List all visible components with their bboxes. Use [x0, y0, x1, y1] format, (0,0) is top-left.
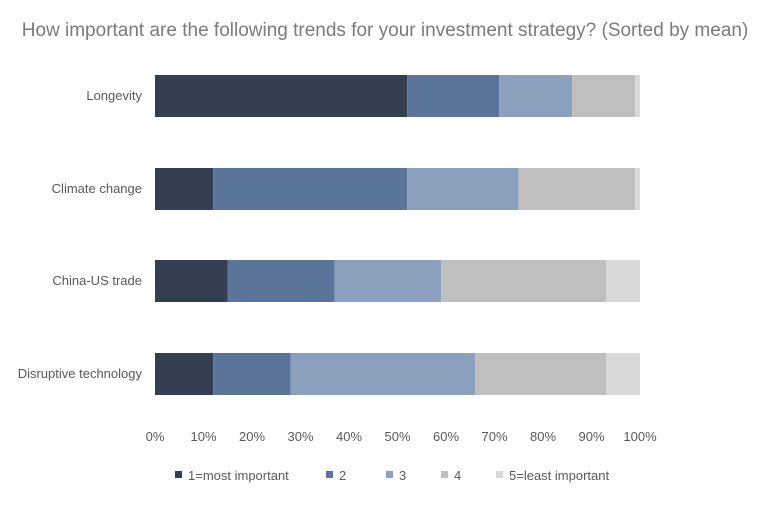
bar-segment-4-3: [290, 353, 476, 395]
legend-swatch: [326, 471, 333, 478]
x-tick-label: 60%: [433, 429, 459, 444]
x-tick-label: 50%: [384, 429, 410, 444]
legend-swatch: [441, 471, 448, 478]
bar-segment-2-4: [518, 168, 636, 210]
bar-segment-4-4: [475, 353, 606, 395]
legend-swatch: [496, 471, 503, 478]
x-tick-label: 90%: [578, 429, 604, 444]
bar-segment-4-2: [213, 353, 291, 395]
legend-label: 2: [339, 468, 346, 483]
bar-segment-1-1: [155, 75, 408, 117]
x-tick-label: 100%: [623, 429, 657, 444]
bar-segment-4-5: [606, 353, 640, 395]
legend-swatch: [175, 471, 182, 478]
bar-segment-3-2: [227, 260, 335, 302]
category-label: Climate change: [52, 181, 142, 196]
bar-segment-2-3: [407, 168, 519, 210]
bar-segment-3-3: [334, 260, 442, 302]
bar-segment-2-2: [213, 168, 408, 210]
category-label: China-US trade: [52, 273, 142, 288]
bar-segment-2-1: [155, 168, 214, 210]
x-tick-label: 10%: [190, 429, 216, 444]
bar-segment-1-4: [572, 75, 636, 117]
legend-label: 1=most important: [188, 468, 289, 483]
legend-label: 3: [399, 468, 406, 483]
x-tick-label: 70%: [481, 429, 507, 444]
x-tick-label: 40%: [336, 429, 362, 444]
bar-segment-3-4: [441, 260, 606, 302]
chart-title: How important are the following trends f…: [21, 20, 749, 41]
legend-label: 4: [454, 468, 461, 483]
category-label: Longevity: [86, 88, 142, 103]
bar-segment-1-2: [407, 75, 500, 117]
bar-segment-1-3: [499, 75, 572, 117]
legend: 1=most important 2 3 4 5=least important: [175, 468, 609, 483]
category-labels: Longevity Climate change China-US trade Dis…: [18, 88, 143, 381]
x-tick-label: 20%: [239, 429, 265, 444]
bars-layer: [155, 75, 640, 395]
x-axis-ticks: 0% 10% 20% 30% 40% 50% 60% 70% 80% 90% 100%: [146, 429, 657, 444]
x-tick-label: 0%: [146, 429, 165, 444]
category-label: Disruptive technology: [18, 366, 143, 381]
bar-segment-3-1: [155, 260, 228, 302]
x-tick-label: 30%: [287, 429, 313, 444]
legend-label: 5=least important: [509, 468, 609, 483]
legend-swatch: [386, 471, 393, 478]
bar-segment-2-5: [635, 168, 640, 210]
x-tick-label: 80%: [530, 429, 556, 444]
bar-segment-1-5: [635, 75, 640, 117]
bar-segment-3-5: [606, 260, 640, 302]
bar-segment-4-1: [155, 353, 214, 395]
